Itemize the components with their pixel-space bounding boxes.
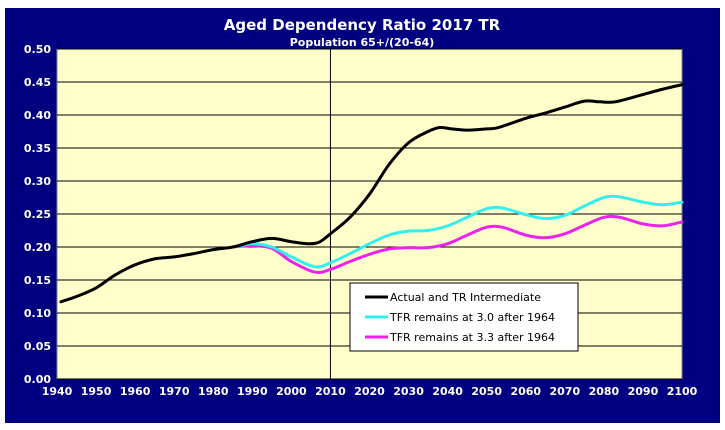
y-tick-label: 0.15	[24, 274, 51, 287]
y-tick-label: 0.45	[24, 76, 51, 89]
y-tick-label: 0.05	[24, 340, 51, 353]
legend: Actual and TR Intermediate TFR remains at…	[349, 282, 579, 352]
y-tick-label: 0.40	[24, 109, 51, 122]
series-line-3	[231, 214, 684, 274]
x-tick-label: 2050	[471, 385, 502, 398]
x-tick-label: 2030	[393, 385, 424, 398]
legend-label: Actual and TR Intermediate	[390, 291, 541, 304]
x-tick-label: 1990	[237, 385, 268, 398]
y-tick-label: 0.20	[24, 241, 51, 254]
x-tick-label: 1940	[42, 385, 73, 398]
series-line-2	[231, 194, 684, 269]
x-tick-label: 2060	[510, 385, 541, 398]
y-tick-label: 0.50	[24, 43, 51, 56]
y-tick-label: 0.10	[24, 307, 51, 320]
chart-title: Aged Dependency Ratio 2017 TR	[224, 16, 501, 34]
y-tick-label: 0.35	[24, 142, 51, 155]
y-tick-label: 0.25	[24, 208, 51, 221]
x-tick-label: 2040	[432, 385, 463, 398]
x-tick-label: 2010	[315, 385, 346, 398]
legend-label: TFR remains at 3.3 after 1964	[389, 331, 555, 344]
y-tick-label: 0.30	[24, 175, 51, 188]
x-tick-label: 1980	[198, 385, 229, 398]
x-tick-label: 2090	[628, 385, 659, 398]
y-tick-label: 0.00	[24, 373, 51, 386]
x-tick-label: 1970	[159, 385, 190, 398]
x-tick-label: 1950	[81, 385, 112, 398]
x-tick-label: 2100	[667, 385, 698, 398]
x-tick-label: 2020	[354, 385, 385, 398]
x-tick-label: 1960	[120, 385, 151, 398]
x-tick-label: 2080	[589, 385, 620, 398]
series-line-1	[59, 83, 684, 304]
chart-subtitle: Population 65+/(20-64)	[290, 36, 435, 49]
x-tick-label: 2070	[550, 385, 581, 398]
x-tick-label: 2000	[276, 385, 307, 398]
legend-label: TFR remains at 3.0 after 1964	[389, 311, 555, 324]
